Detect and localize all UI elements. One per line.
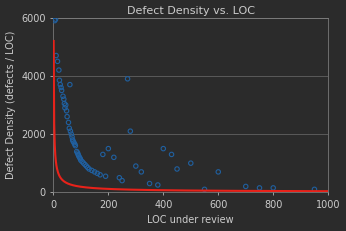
Point — [74, 150, 80, 153]
Point — [70, 140, 76, 143]
Point — [117, 176, 122, 179]
Point — [155, 183, 161, 187]
Point — [56, 68, 62, 72]
Y-axis label: Defect Density (defects / LOC): Defect Density (defects / LOC) — [6, 31, 16, 179]
Point — [82, 163, 88, 167]
Point — [52, 19, 57, 22]
Point — [62, 102, 67, 105]
Point — [57, 78, 62, 82]
Point — [106, 147, 111, 150]
Point — [75, 151, 80, 155]
Point — [75, 153, 81, 156]
Point — [92, 170, 97, 174]
Point — [119, 179, 125, 182]
Point — [84, 164, 89, 168]
X-axis label: LOC under review: LOC under review — [147, 216, 234, 225]
Title: Defect Density vs. LOC: Defect Density vs. LOC — [127, 6, 255, 15]
Point — [133, 164, 139, 168]
Point — [111, 155, 117, 159]
Point — [63, 103, 69, 107]
Point — [85, 166, 91, 169]
Point — [58, 86, 64, 89]
Point — [53, 17, 58, 21]
Point — [125, 77, 130, 81]
Point — [138, 170, 144, 174]
Point — [61, 97, 66, 101]
Point — [69, 135, 75, 139]
Point — [81, 161, 86, 165]
Point — [67, 83, 73, 86]
Point — [64, 109, 69, 113]
Point — [73, 144, 78, 148]
Point — [202, 188, 207, 191]
Point — [57, 83, 63, 86]
Point — [68, 129, 73, 133]
Point — [128, 129, 133, 133]
Point — [100, 153, 106, 156]
Point — [147, 182, 152, 185]
Point — [103, 174, 108, 178]
Point — [71, 141, 77, 145]
Point — [55, 60, 60, 63]
Point — [271, 186, 276, 190]
Point — [64, 115, 70, 119]
Point — [66, 121, 71, 124]
Point — [174, 167, 180, 171]
Point — [70, 138, 75, 142]
Point — [89, 169, 94, 172]
Point — [312, 188, 317, 191]
Point — [69, 132, 74, 136]
Point — [97, 173, 103, 177]
Point — [62, 106, 68, 110]
Point — [86, 167, 92, 171]
Point — [72, 142, 78, 146]
Point — [76, 154, 81, 158]
Point — [78, 158, 84, 162]
Point — [59, 89, 64, 92]
Point — [94, 171, 100, 175]
Point — [243, 185, 248, 188]
Point — [216, 170, 221, 174]
Point — [66, 126, 72, 130]
Point — [188, 161, 193, 165]
Point — [60, 94, 66, 98]
Point — [80, 160, 85, 164]
Point — [161, 147, 166, 150]
Point — [78, 157, 83, 161]
Point — [77, 155, 82, 159]
Point — [53, 54, 59, 57]
Point — [257, 186, 262, 190]
Point — [169, 153, 174, 156]
